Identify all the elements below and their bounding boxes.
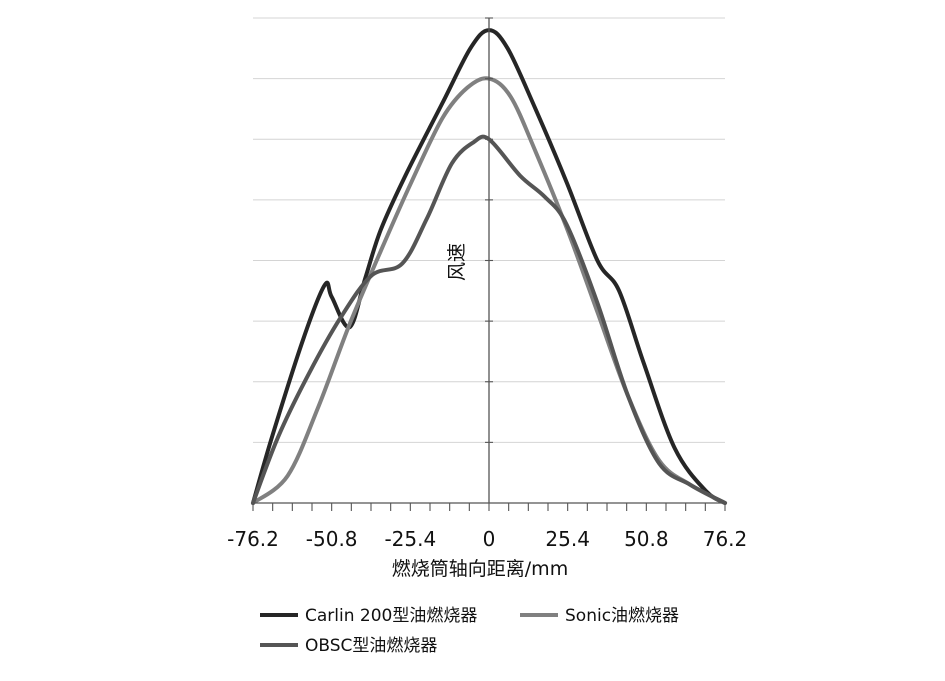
legend-label: OBSC型油燃烧器 [305, 636, 437, 656]
x-tick-label: 25.4 [545, 527, 590, 551]
x-tick-label: -25.4 [384, 527, 436, 551]
series-line-1 [251, 28, 727, 505]
x-tick-label: -76.2 [227, 527, 279, 551]
x-tick-label: 0 [483, 527, 496, 551]
x-tick-label: 50.8 [624, 527, 669, 551]
legend-label: Carlin 200型油燃烧器 [305, 606, 477, 626]
x-tick-labels: -76.2 -50.8 -25.4 0 25.4 50.8 76.2 [227, 527, 747, 551]
legend: Carlin 200型油燃烧器 Sonic油燃烧器 OBSC型油燃烧器 [260, 606, 679, 656]
x-tick-label: -50.8 [306, 527, 358, 551]
series-line-3 [251, 134, 727, 505]
axes [252, 17, 726, 511]
legend-label: Sonic油燃烧器 [565, 606, 679, 626]
x-axis-label: 燃烧筒轴向距离/mm [392, 558, 568, 580]
y-axis-label: 风速 [446, 243, 468, 281]
x-tick-label: 76.2 [703, 527, 748, 551]
